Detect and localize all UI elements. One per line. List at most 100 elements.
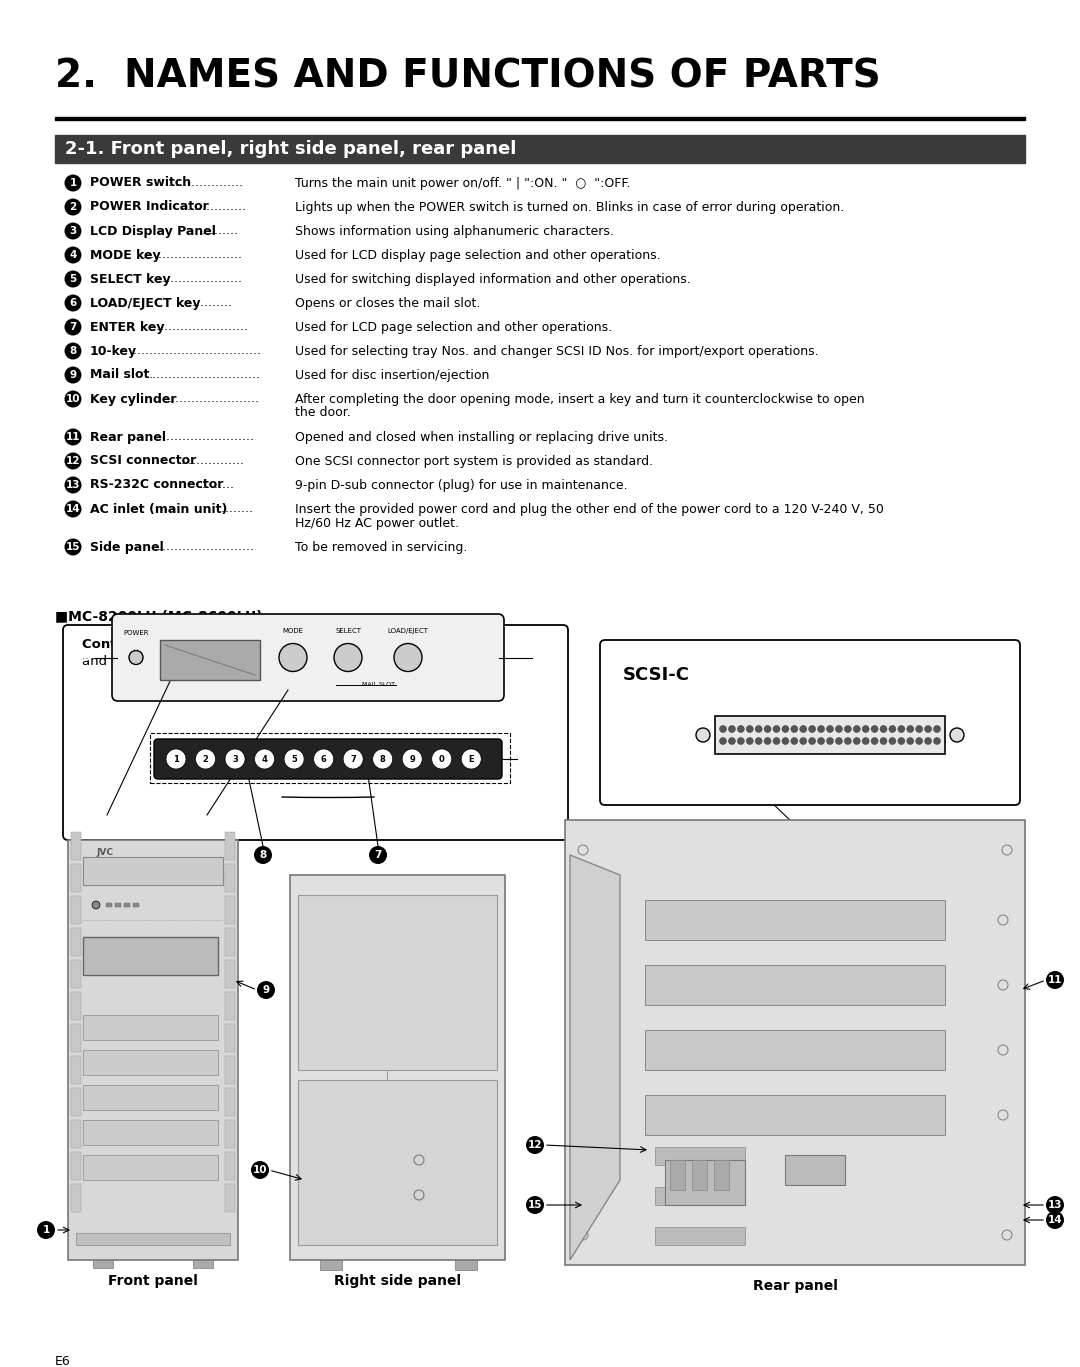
Circle shape: [343, 749, 363, 770]
Circle shape: [532, 648, 550, 667]
Circle shape: [738, 738, 744, 745]
Circle shape: [461, 749, 482, 770]
Circle shape: [950, 729, 964, 742]
Text: 5: 5: [69, 273, 77, 284]
Bar: [71, 864, 81, 893]
Circle shape: [65, 343, 81, 360]
Circle shape: [764, 738, 771, 745]
Bar: [225, 1120, 235, 1148]
Text: Mail slot: Mail slot: [90, 369, 149, 381]
Circle shape: [413, 636, 427, 649]
Bar: [298, 895, 497, 1070]
Bar: [225, 833, 235, 860]
Circle shape: [836, 726, 842, 733]
Text: 10-key: 10-key: [90, 344, 137, 358]
Bar: [76, 1233, 230, 1245]
Circle shape: [369, 846, 387, 864]
Circle shape: [800, 726, 807, 733]
Bar: [225, 1088, 235, 1115]
Circle shape: [826, 738, 834, 745]
Text: 2-1. Front panel, right side panel, rear panel: 2-1. Front panel, right side panel, rear…: [65, 139, 516, 159]
Text: 1: 1: [42, 1225, 50, 1234]
Text: 7: 7: [350, 755, 356, 764]
Text: .........................: .........................: [143, 249, 242, 261]
Text: Lights up when the POWER switch is turned on. Blinks in case of error during ope: Lights up when the POWER switch is turne…: [295, 201, 845, 213]
Text: .......................: .......................: [167, 392, 259, 406]
Circle shape: [907, 738, 914, 745]
Circle shape: [65, 428, 81, 446]
Bar: [565, 820, 1025, 1264]
Text: 10: 10: [66, 394, 80, 405]
Text: Used for switching displayed information and other operations.: Used for switching displayed information…: [295, 272, 691, 286]
Text: Rear panel: Rear panel: [90, 431, 166, 443]
Bar: [83, 1155, 218, 1180]
Text: Right side panel: Right side panel: [334, 1274, 461, 1288]
Text: 11: 11: [66, 432, 80, 442]
Circle shape: [65, 539, 81, 555]
Text: ............................: ............................: [149, 369, 260, 381]
Circle shape: [755, 738, 762, 745]
Circle shape: [334, 644, 362, 671]
Text: 9: 9: [69, 370, 77, 380]
Text: ...................: ...................: [167, 176, 244, 190]
Bar: [71, 960, 81, 988]
Text: E6: E6: [55, 1355, 71, 1367]
Bar: [160, 640, 260, 679]
Text: 2.  NAMES AND FUNCTIONS OF PARTS: 2. NAMES AND FUNCTIONS OF PARTS: [55, 57, 881, 94]
Bar: [71, 992, 81, 1020]
Bar: [645, 1095, 945, 1135]
Circle shape: [826, 726, 834, 733]
Circle shape: [924, 738, 932, 745]
Text: JVC: JVC: [96, 848, 113, 857]
Circle shape: [889, 726, 896, 733]
Circle shape: [755, 726, 762, 733]
Circle shape: [37, 1221, 55, 1239]
Circle shape: [897, 738, 905, 745]
Bar: [71, 895, 81, 924]
Text: 2: 2: [417, 638, 423, 648]
Bar: [225, 960, 235, 988]
Circle shape: [279, 644, 307, 671]
Circle shape: [897, 726, 905, 733]
Text: Front panel: Front panel: [108, 1274, 198, 1288]
Text: RS-232C connector: RS-232C connector: [90, 478, 224, 492]
Circle shape: [251, 1161, 269, 1178]
Bar: [124, 904, 130, 906]
Circle shape: [791, 726, 798, 733]
Circle shape: [818, 738, 825, 745]
Circle shape: [738, 726, 744, 733]
Text: ......................: ......................: [156, 272, 243, 286]
Bar: [150, 733, 510, 783]
Text: 8: 8: [69, 346, 77, 355]
Bar: [68, 839, 238, 1260]
Circle shape: [728, 726, 735, 733]
Circle shape: [526, 1196, 544, 1214]
Circle shape: [696, 729, 710, 742]
FancyBboxPatch shape: [63, 625, 568, 839]
Text: 3: 3: [94, 811, 102, 820]
Text: 0: 0: [438, 755, 445, 764]
Bar: [83, 1085, 218, 1110]
Circle shape: [129, 651, 143, 664]
Text: Insert the provided power cord and plug the other end of the power cord to a 120: Insert the provided power cord and plug …: [295, 503, 883, 515]
Text: MODE key: MODE key: [90, 249, 161, 261]
Circle shape: [809, 726, 815, 733]
Text: Key cylinder: Key cylinder: [90, 392, 176, 406]
Bar: [106, 904, 112, 906]
Bar: [71, 1152, 81, 1180]
Circle shape: [402, 749, 422, 770]
Text: Shows information using alphanumeric characters.: Shows information using alphanumeric cha…: [295, 224, 613, 238]
Text: .........................: .........................: [149, 320, 248, 334]
Text: LCD Display Panel: LCD Display Panel: [90, 224, 216, 238]
Bar: [320, 1260, 342, 1270]
Circle shape: [189, 807, 207, 824]
Bar: [114, 904, 121, 906]
Text: 4: 4: [69, 250, 77, 260]
Bar: [645, 899, 945, 940]
Circle shape: [254, 846, 272, 864]
Text: Used for LCD display page selection and other operations.: Used for LCD display page selection and …: [295, 249, 661, 261]
Bar: [93, 1260, 113, 1269]
Bar: [645, 1029, 945, 1070]
Text: After completing the door opening mode, insert a key and turn it counterclockwis: After completing the door opening mode, …: [295, 392, 865, 406]
Circle shape: [728, 738, 735, 745]
